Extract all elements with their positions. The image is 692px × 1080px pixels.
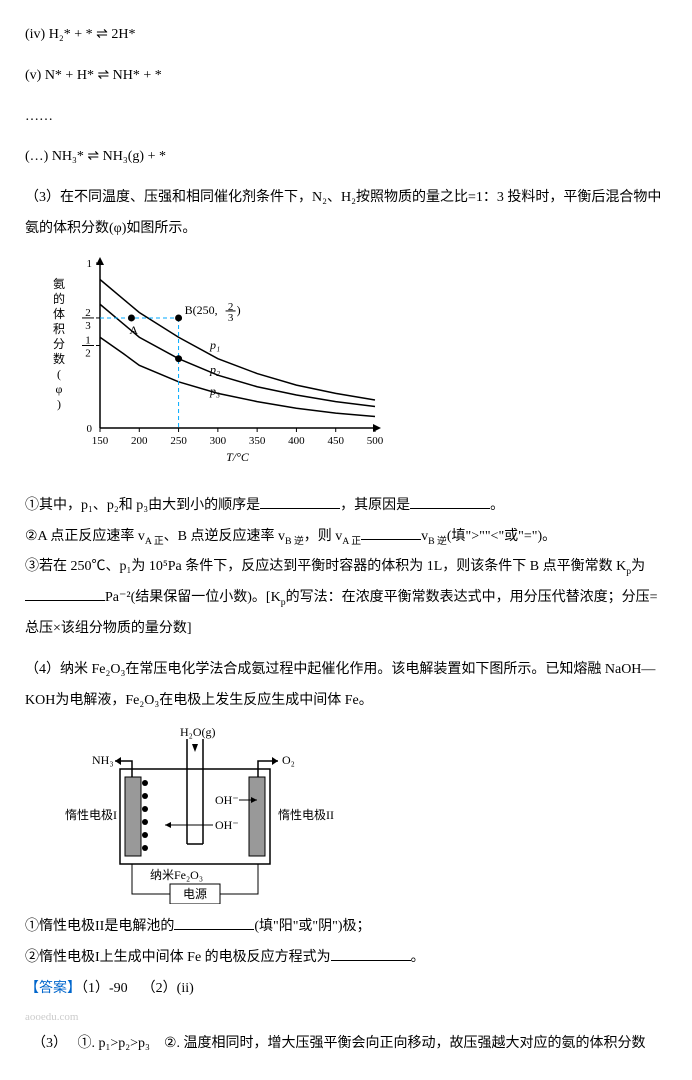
answer-line: 【答案】（1）-90 （2）(ii)	[25, 974, 667, 1005]
svg-text:OH⁻: OH⁻	[215, 793, 239, 807]
svg-text:350: 350	[249, 435, 266, 447]
answer-3: （3） ①. p₁>p₂>p₃ ②. 温度相同时，增大压强平衡会向正向移动，故压…	[25, 1029, 667, 1060]
svg-text:150: 150	[92, 435, 109, 447]
svg-text:3: 3	[85, 320, 91, 332]
svg-text:0: 0	[87, 423, 93, 435]
svg-text:φ: φ	[56, 382, 63, 396]
equation-v: (v) N* + H* ⇌ NH* + *	[25, 61, 667, 92]
svg-text:B(250,: B(250,	[185, 303, 218, 317]
question-4-1: ①惰性电极II是电解池的(填"阳"或"阴")极；	[25, 912, 667, 943]
paragraph-3: （3）在不同温度、压强和相同催化剂条件下，N₂、H₂按照物质的量之比=1：3 投…	[25, 183, 667, 245]
svg-text:分: 分	[53, 337, 65, 351]
watermark: aooedu.com	[25, 1005, 667, 1029]
svg-text:1: 1	[85, 334, 91, 346]
equation-last: (…) NH₃* ⇌ NH₃(g) + *	[25, 142, 667, 173]
svg-text:p₁: p₁	[209, 338, 220, 352]
svg-text:1: 1	[87, 258, 93, 270]
svg-text:250: 250	[170, 435, 187, 447]
ellipsis: ……	[25, 102, 667, 133]
svg-text:数: 数	[53, 351, 65, 366]
question-2: ②A 点正反应速率 vA 正、B 点逆反应速率 vB 逆，则 vA 正vB 逆(…	[25, 522, 667, 553]
svg-text:p₂: p₂	[209, 362, 220, 376]
electrolysis-diagram: NH₃ H₂O(g) O₂ OH⁻ OH⁻ 惰性电极I 惰性电极II 纳米Fe₂O₃ 电源	[45, 724, 345, 904]
svg-text:): )	[57, 397, 61, 411]
svg-text:p₃: p₃	[209, 384, 220, 398]
question-1: ①其中，p₁、p₂和 p₃由大到小的顺序是，其原因是。	[25, 491, 667, 522]
question-3: ③若在 250℃、p₁为 10⁵Pa 条件下，反应达到平衡时容器的体积为 1L，…	[25, 552, 667, 644]
svg-text:400: 400	[288, 435, 305, 447]
paragraph-4: （4）纳米 Fe₂O₃在常压电化学法合成氨过程中起催化作用。该电解装置如下图所示…	[25, 655, 667, 717]
svg-text:纳米Fe₂O₃: 纳米Fe₂O₃	[150, 868, 203, 882]
svg-text:2: 2	[85, 307, 91, 319]
svg-text:的: 的	[53, 291, 65, 306]
svg-text:500: 500	[367, 435, 384, 447]
svg-text:电源: 电源	[183, 887, 207, 901]
svg-text:积: 积	[53, 322, 65, 336]
svg-text:氨: 氨	[53, 277, 65, 291]
chart-phi-vs-temp: 150200250300350400450500012231p₁p₂p₃AB(2…	[45, 253, 405, 483]
svg-text:300: 300	[210, 435, 227, 447]
svg-text:NH₃: NH₃	[92, 753, 114, 767]
svg-text:H₂O(g): H₂O(g)	[180, 725, 216, 739]
svg-text:200: 200	[131, 435, 148, 447]
svg-text:O₂: O₂	[282, 753, 295, 767]
svg-text:(: (	[57, 367, 61, 381]
svg-text:): )	[237, 303, 241, 317]
svg-text:体: 体	[53, 307, 65, 321]
svg-text:A: A	[129, 323, 138, 337]
svg-text:2: 2	[85, 347, 91, 359]
svg-text:惰性电极II: 惰性电极II	[278, 808, 334, 822]
svg-text:450: 450	[327, 435, 344, 447]
svg-text:惰性电极I: 惰性电极I	[65, 808, 117, 822]
svg-text:3: 3	[228, 312, 234, 324]
svg-text:OH⁻: OH⁻	[215, 818, 239, 832]
equation-iv: (iv) H₂* + * ⇌ 2H*	[25, 20, 667, 51]
svg-text:T/°C: T/°C	[226, 450, 250, 464]
